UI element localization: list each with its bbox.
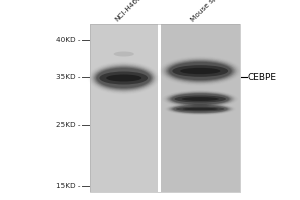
Ellipse shape <box>172 94 229 104</box>
Text: 25KD -: 25KD - <box>56 122 81 128</box>
Ellipse shape <box>169 62 231 80</box>
Ellipse shape <box>93 65 154 91</box>
Ellipse shape <box>94 66 153 90</box>
Ellipse shape <box>169 92 232 106</box>
Ellipse shape <box>172 105 229 113</box>
Text: 40KD -: 40KD - <box>56 37 81 43</box>
Ellipse shape <box>167 92 233 106</box>
Ellipse shape <box>168 62 232 80</box>
Ellipse shape <box>165 60 236 82</box>
Text: 15KD -: 15KD - <box>56 183 81 189</box>
Ellipse shape <box>92 65 155 91</box>
Ellipse shape <box>171 105 230 113</box>
Ellipse shape <box>175 95 226 103</box>
Ellipse shape <box>176 107 225 111</box>
Ellipse shape <box>94 66 154 90</box>
Ellipse shape <box>95 67 152 89</box>
Ellipse shape <box>171 93 230 105</box>
Bar <box>90 24 158 192</box>
Ellipse shape <box>169 104 231 114</box>
Ellipse shape <box>173 105 227 113</box>
Ellipse shape <box>169 93 231 105</box>
Ellipse shape <box>172 105 228 113</box>
Ellipse shape <box>97 68 151 88</box>
Ellipse shape <box>180 68 220 74</box>
Bar <box>160 24 240 192</box>
Ellipse shape <box>170 93 230 105</box>
Ellipse shape <box>170 104 230 114</box>
Ellipse shape <box>99 72 148 84</box>
Bar <box>90 24 240 192</box>
Text: NCI-H460: NCI-H460 <box>113 0 142 23</box>
Ellipse shape <box>114 51 134 56</box>
Text: Mouse spleen: Mouse spleen <box>190 0 230 23</box>
Ellipse shape <box>166 60 235 82</box>
Ellipse shape <box>167 61 234 81</box>
Ellipse shape <box>172 65 228 77</box>
Ellipse shape <box>96 67 152 89</box>
Ellipse shape <box>182 97 219 101</box>
Text: 35KD -: 35KD - <box>56 74 81 80</box>
Text: CEBPE: CEBPE <box>248 72 277 82</box>
Ellipse shape <box>183 108 218 110</box>
Ellipse shape <box>168 92 233 106</box>
Ellipse shape <box>106 74 141 82</box>
Ellipse shape <box>164 59 236 83</box>
Ellipse shape <box>168 61 233 81</box>
